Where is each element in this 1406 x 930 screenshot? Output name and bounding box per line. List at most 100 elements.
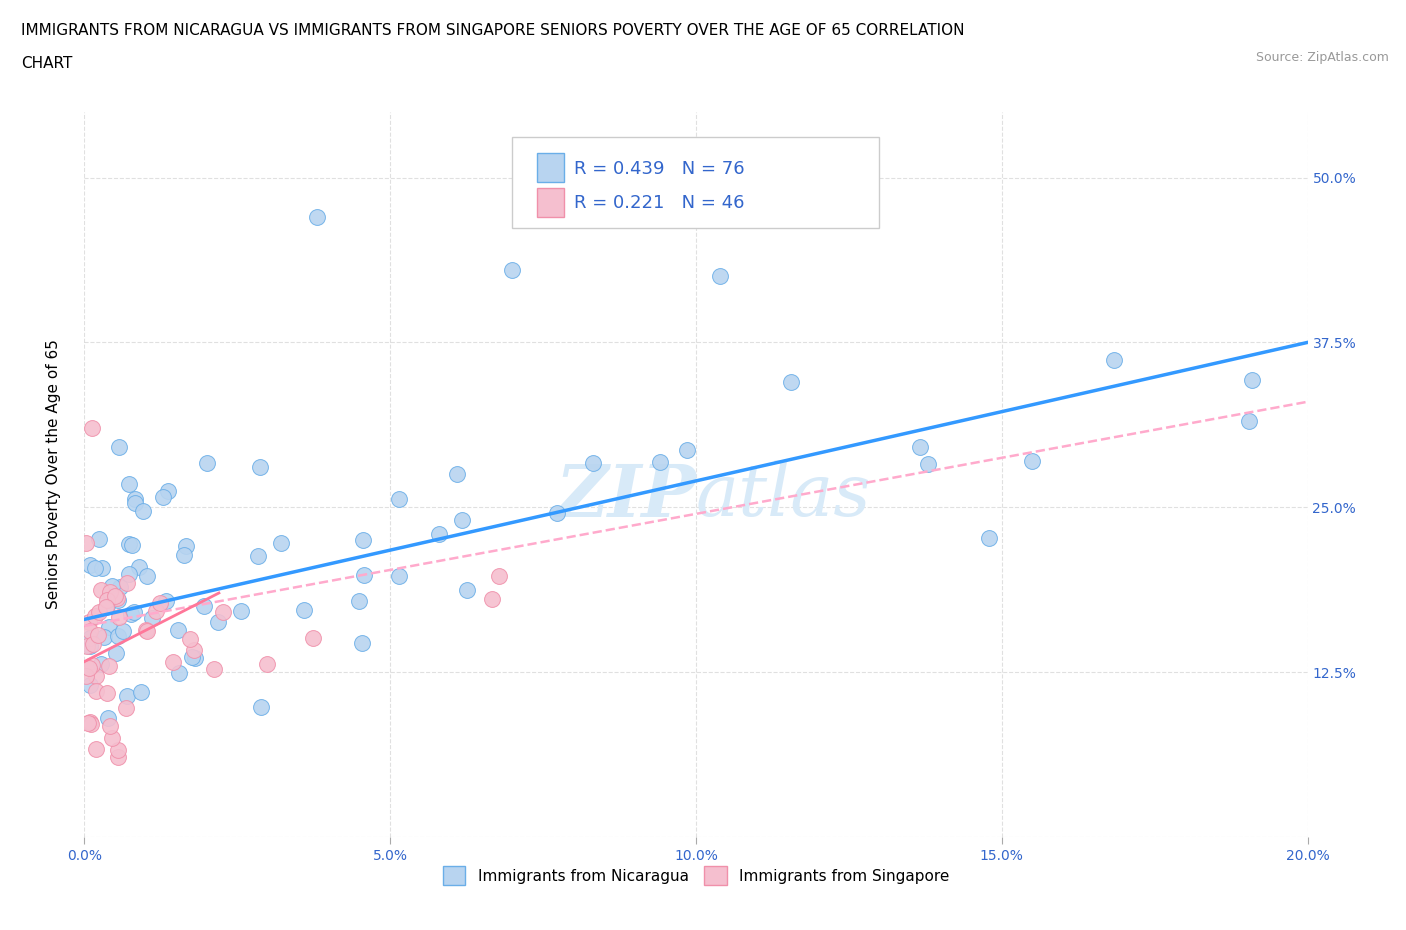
Point <box>202 661 225 676</box>
Point <box>124 491 146 506</box>
Point <box>82 420 104 435</box>
Point <box>100 718 122 733</box>
Point <box>79 557 101 572</box>
Point <box>84 741 107 756</box>
Point <box>108 610 131 625</box>
Point <box>207 615 229 630</box>
Point <box>107 742 129 757</box>
Point <box>98 659 121 674</box>
Point <box>180 649 202 664</box>
Point <box>107 440 129 455</box>
Point <box>121 538 143 552</box>
Point <box>79 677 101 692</box>
Point <box>183 643 205 658</box>
Point <box>122 604 145 619</box>
Point <box>132 504 155 519</box>
Point <box>84 684 107 698</box>
Point <box>112 623 135 638</box>
Point <box>77 615 100 630</box>
Point <box>105 645 128 660</box>
Point <box>98 620 121 635</box>
Point <box>353 567 375 582</box>
Point <box>128 559 150 574</box>
Point <box>1240 373 1263 388</box>
Point <box>780 375 803 390</box>
Point <box>977 530 1000 545</box>
Legend: Immigrants from Nicaragua, Immigrants from Singapore: Immigrants from Nicaragua, Immigrants fr… <box>436 860 956 891</box>
Point <box>249 699 271 714</box>
Bar <box>537 188 564 217</box>
Point <box>90 657 112 671</box>
Point <box>82 636 104 651</box>
Point <box>118 477 141 492</box>
Point <box>93 629 115 644</box>
Point <box>184 650 207 665</box>
Point <box>676 443 699 458</box>
Point <box>1021 454 1043 469</box>
Point <box>87 532 110 547</box>
Point <box>84 608 107 623</box>
Point <box>135 569 157 584</box>
Point <box>709 269 731 284</box>
Text: atlas: atlas <box>696 460 872 531</box>
Text: ZIP: ZIP <box>555 460 696 532</box>
Point <box>82 658 104 672</box>
Point <box>388 491 411 506</box>
Point <box>87 628 110 643</box>
Text: IMMIGRANTS FROM NICARAGUA VS IMMIGRANTS FROM SINGAPORE SENIORS POVERTY OVER THE : IMMIGRANTS FROM NICARAGUA VS IMMIGRANTS … <box>21 23 965 38</box>
Point <box>249 459 271 474</box>
FancyBboxPatch shape <box>513 137 880 228</box>
Point <box>174 538 197 553</box>
Point <box>152 490 174 505</box>
Point <box>256 657 278 671</box>
Point <box>149 595 172 610</box>
Text: CHART: CHART <box>21 56 73 71</box>
Point <box>917 457 939 472</box>
Point <box>107 750 129 764</box>
Point <box>270 535 292 550</box>
Point <box>387 568 409 583</box>
Point <box>502 262 524 277</box>
Point <box>135 622 157 637</box>
Point <box>79 624 101 639</box>
Point <box>96 593 118 608</box>
Point <box>136 624 159 639</box>
Point <box>90 583 112 598</box>
Point <box>96 599 118 614</box>
Text: R = 0.439   N = 76: R = 0.439 N = 76 <box>574 160 744 179</box>
Point <box>83 561 105 576</box>
Point <box>173 548 195 563</box>
Point <box>91 560 114 575</box>
Point <box>156 483 179 498</box>
Point <box>910 440 932 455</box>
Point <box>101 578 124 593</box>
Point <box>79 638 101 653</box>
Point <box>451 512 474 527</box>
Point <box>294 603 316 618</box>
Point <box>96 600 118 615</box>
Text: R = 0.221   N = 46: R = 0.221 N = 46 <box>574 193 744 211</box>
Point <box>247 549 270 564</box>
Point <box>302 631 325 645</box>
Point <box>350 635 373 650</box>
Point <box>429 526 451 541</box>
Point <box>117 576 139 591</box>
Point <box>162 655 184 670</box>
Point <box>84 669 107 684</box>
Point <box>77 715 100 730</box>
Point <box>108 579 131 594</box>
Point <box>124 496 146 511</box>
Point <box>97 711 120 726</box>
Point <box>145 604 167 618</box>
Point <box>481 591 503 606</box>
Point <box>75 536 97 551</box>
Point <box>352 533 374 548</box>
Point <box>1102 352 1125 367</box>
Point <box>212 604 235 619</box>
Point <box>193 599 215 614</box>
Point <box>80 716 103 731</box>
Point <box>98 585 121 600</box>
Point <box>546 505 568 520</box>
Point <box>129 684 152 699</box>
Point <box>120 606 142 621</box>
